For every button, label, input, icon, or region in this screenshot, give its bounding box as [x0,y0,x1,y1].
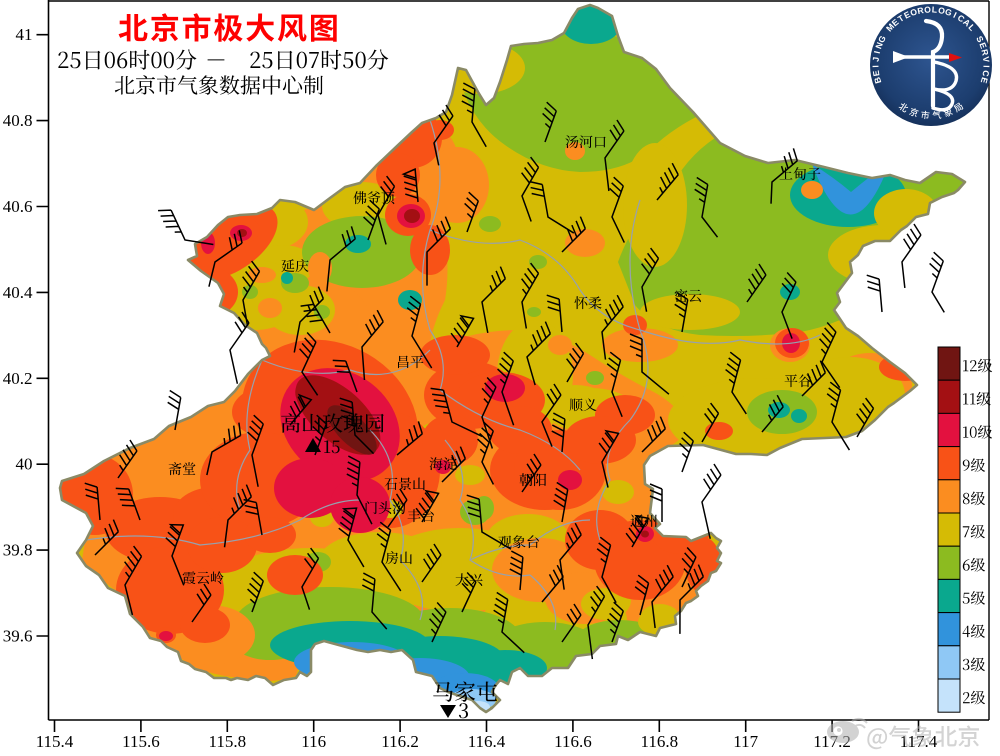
svg-text:39.6: 39.6 [3,627,33,646]
svg-text:O: O [924,4,932,14]
svg-text:I: I [981,65,991,68]
svg-text:E: E [979,76,990,85]
svg-text:116.2: 116.2 [381,732,419,751]
svg-text:E: E [902,9,912,21]
svg-text:I: I [952,10,958,20]
svg-text:115.4: 115.4 [36,732,74,751]
svg-text:116: 116 [301,732,326,751]
svg-text:A: A [961,17,972,29]
svg-text:115.8: 115.8 [208,732,246,751]
svg-text:I: I [870,65,880,68]
svg-text:E: E [871,70,882,77]
svg-text:116.6: 116.6 [554,732,592,751]
svg-text:C: C [956,12,967,24]
svg-text:T: T [896,12,906,24]
svg-text:40: 40 [16,455,33,474]
svg-text:116.8: 116.8 [640,732,678,751]
svg-text:115.6: 115.6 [122,732,160,751]
svg-text:R: R [916,5,925,16]
svg-text:41: 41 [16,25,33,44]
svg-text:J: J [871,56,881,62]
svg-text:116.4: 116.4 [468,732,506,751]
svg-text:I: I [872,50,882,55]
svg-text:40.2: 40.2 [3,369,33,388]
svg-text:E: E [977,41,988,50]
svg-text:O: O [937,5,946,16]
svg-text:G: G [876,34,888,45]
svg-text:117: 117 [733,732,758,751]
svg-text:S: S [974,34,986,44]
svg-text:E: E [890,17,901,29]
svg-text:R: R [979,48,990,57]
svg-text:B: B [872,76,883,85]
svg-text:G: G [944,6,954,18]
svg-text:V: V [981,56,992,63]
svg-text:40.8: 40.8 [3,111,33,130]
svg-text:40.4: 40.4 [3,283,33,302]
svg-text:N: N [873,41,885,50]
svg-text:C: C [980,70,991,78]
svg-text:L: L [932,4,938,14]
svg-text:L: L [966,22,977,33]
svg-text:40.6: 40.6 [3,197,33,216]
svg-text:39.8: 39.8 [3,541,33,560]
svg-text:O: O [909,6,919,18]
